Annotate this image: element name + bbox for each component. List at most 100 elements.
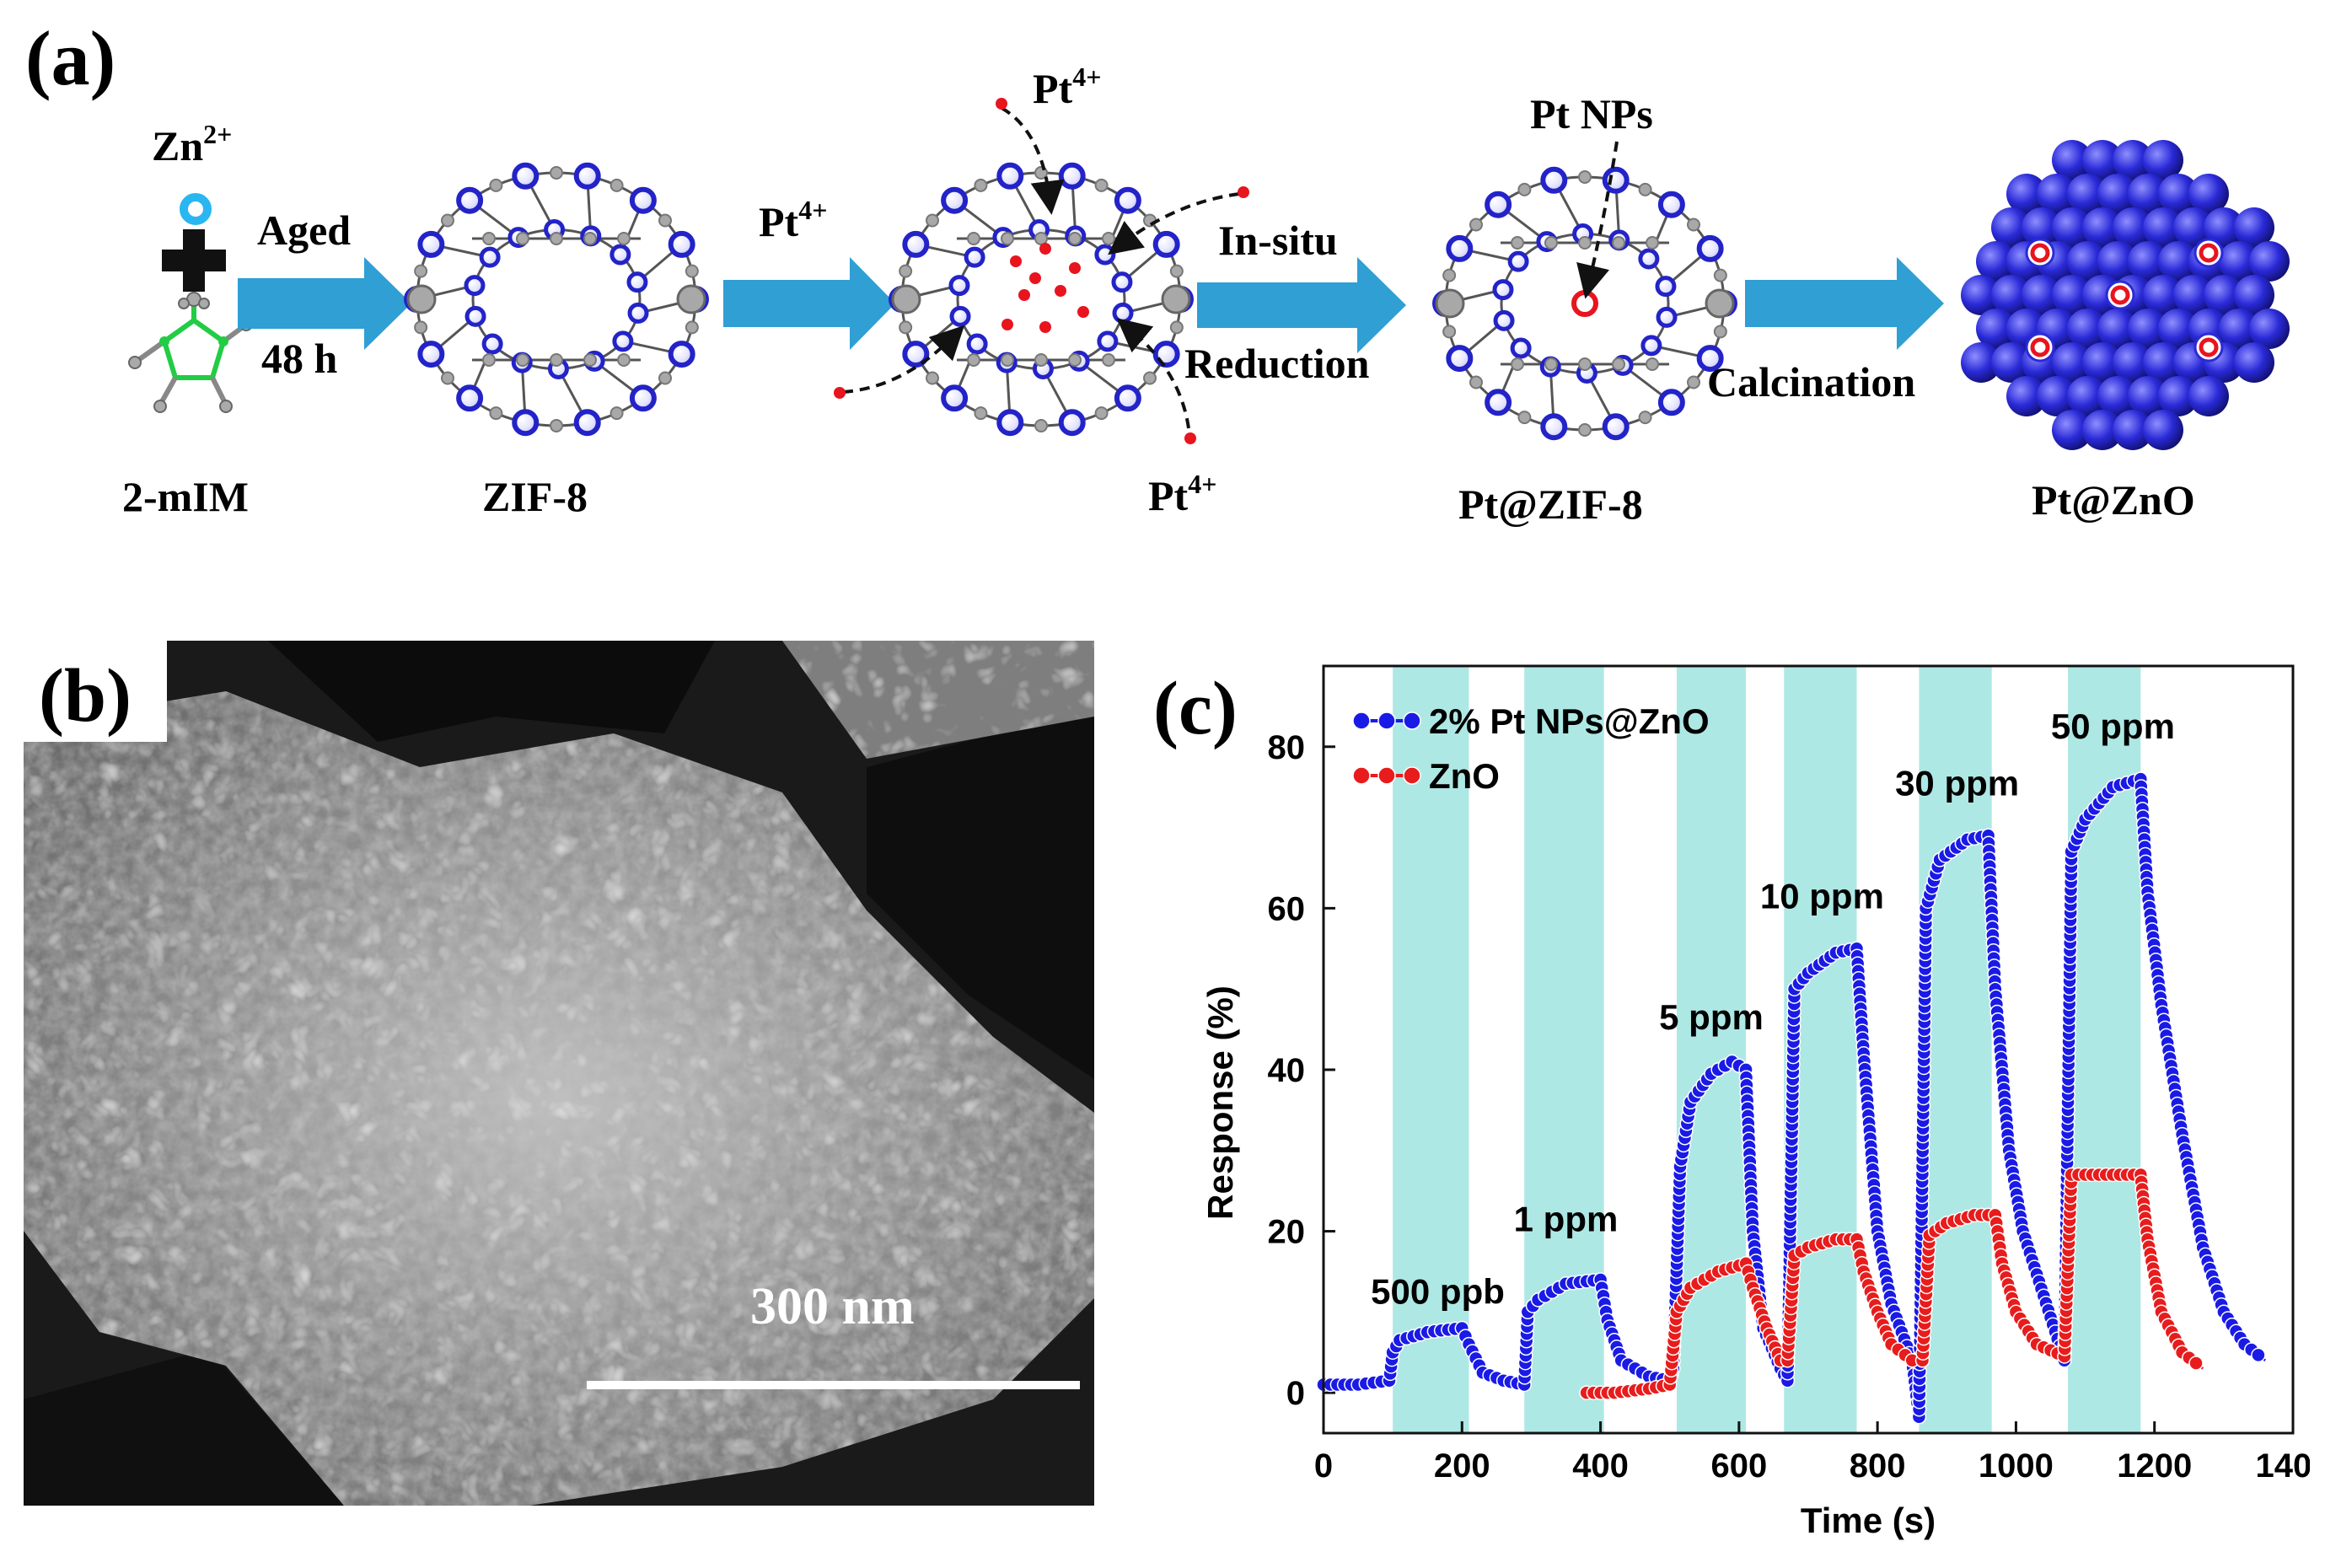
zno-sphere	[2037, 376, 2077, 416]
carbon-node	[1578, 170, 1592, 184]
zno-sphere	[1961, 342, 2001, 383]
x-tick-label: 1200	[2117, 1447, 2192, 1485]
zno-sphere	[2234, 275, 2274, 315]
zno-sphere	[2082, 140, 2123, 180]
zno-sphere	[2082, 207, 2123, 248]
carbon-node	[1094, 178, 1109, 192]
particle-aggregate	[24, 641, 1094, 1506]
panel-a-label: (a)	[25, 15, 115, 101]
zinc-node	[1058, 162, 1086, 190]
carbon-node	[1511, 236, 1524, 250]
carbon-node	[1544, 357, 1558, 371]
x-axis-label: Time (s)	[1801, 1501, 1936, 1540]
arrow-in-situ-reduction	[1197, 257, 1406, 353]
arrow1-top-label: Aged	[257, 207, 351, 254]
zno-sphere	[2219, 241, 2259, 282]
pt-ion-dot	[1069, 262, 1081, 274]
zinc-node	[1696, 234, 1724, 262]
zinc-node	[668, 341, 695, 368]
zno-sphere	[2113, 342, 2153, 383]
carbon-node	[583, 232, 597, 245]
zinc-node	[1602, 166, 1630, 194]
carbon-node	[482, 232, 496, 245]
arrow-calcination	[1745, 257, 1944, 350]
carbon-node	[1169, 320, 1184, 335]
zinc-node	[612, 330, 634, 352]
pt-nps-dashed-arrow	[1576, 141, 1619, 299]
zno-sphere	[2097, 309, 2138, 349]
zinc-node	[902, 341, 930, 368]
y-tick-label: 20	[1268, 1214, 1306, 1251]
zinc-node	[1446, 234, 1474, 262]
pt-ion-dot	[1184, 432, 1196, 444]
zinc-node	[1656, 306, 1678, 328]
zno-sphere	[2143, 207, 2183, 248]
zno-sphere	[2128, 376, 2168, 416]
zinc-node	[996, 409, 1024, 437]
carbon-node	[1687, 375, 1701, 389]
carbon-node	[1646, 236, 1659, 250]
arrow3-bottom-label: Reduction	[1184, 340, 1370, 387]
zno-sphere	[2067, 241, 2108, 282]
legend-swatch-marker	[1403, 766, 1421, 785]
zno-sphere	[2219, 309, 2259, 349]
arrow1-bottom-label: 48 h	[261, 335, 338, 382]
carbon-node	[658, 371, 673, 385]
x-tick-label: 200	[1434, 1447, 1490, 1485]
pt-nps-label: Pt NPs	[1530, 90, 1653, 137]
arrow-aged	[238, 257, 411, 350]
y-tick-label: 60	[1268, 890, 1306, 927]
pt-ion-dot	[1001, 319, 1013, 330]
zno-sphere	[1991, 275, 2032, 315]
annotation-label: 50 ppm	[2051, 706, 2175, 746]
carbon-node	[967, 353, 980, 367]
carbon-node	[1578, 236, 1592, 250]
carbon-node	[1442, 325, 1457, 339]
zno-sphere	[2113, 207, 2153, 248]
x-tick-label: 600	[1710, 1447, 1767, 1485]
zinc-node	[1112, 302, 1134, 324]
legend-entry: 2% Pt NPs@ZnO	[1429, 701, 1710, 741]
carbon-node	[1612, 357, 1625, 371]
zinc-node	[1152, 230, 1180, 258]
arrow2-pt-label: Pt4+	[759, 195, 827, 245]
series-point	[2251, 1347, 2266, 1363]
pt-zif8-label: Pt@ZIF-8	[1458, 481, 1643, 528]
zno-sphere	[2067, 309, 2108, 349]
carbon-node	[482, 353, 496, 367]
zinc-node	[948, 275, 970, 297]
zno-sphere	[2234, 342, 2274, 383]
x-tick-label: 800	[1850, 1447, 1906, 1485]
annotation-label: 10 ppm	[1760, 876, 1884, 916]
zinc-node	[629, 186, 657, 214]
zinc-node	[627, 302, 649, 324]
zinc-node	[464, 305, 486, 327]
zno-sphere	[2082, 410, 2123, 450]
x-tick-label: 1000	[1979, 1447, 2054, 1485]
x-tick-label: 0	[1314, 1447, 1333, 1485]
zinc-node	[1602, 413, 1630, 441]
carbon-node	[1646, 357, 1659, 371]
carbon-node	[1578, 357, 1592, 371]
annotation-label: 30 ppm	[1895, 763, 2019, 803]
carbon-node	[1713, 268, 1727, 282]
zno-sphere	[2067, 376, 2108, 416]
legend: 2% Pt NPs@ZnO ZnO	[1352, 701, 1710, 796]
carbon-node	[1612, 236, 1625, 250]
scale-bar	[587, 1381, 1080, 1389]
zno-sphere	[2143, 275, 2183, 315]
zinc-node	[1114, 384, 1141, 412]
zno-sphere	[2188, 174, 2229, 214]
zno-sphere	[2158, 241, 2199, 282]
ligand-label: 2-mIM	[122, 473, 249, 520]
panel-c-label: (c)	[1153, 667, 1238, 750]
carbon-node	[1687, 217, 1701, 232]
x-tick-label: 400	[1572, 1447, 1629, 1485]
carbon-node	[685, 264, 699, 278]
zinc-node	[949, 305, 971, 327]
zinc-node	[1114, 186, 1141, 214]
zno-sphere	[2204, 275, 2244, 315]
exposure-band	[1676, 666, 1747, 1433]
arrow4-label: Calcination	[1707, 358, 1915, 405]
annotation-label: 500 ppb	[1371, 1272, 1505, 1312]
